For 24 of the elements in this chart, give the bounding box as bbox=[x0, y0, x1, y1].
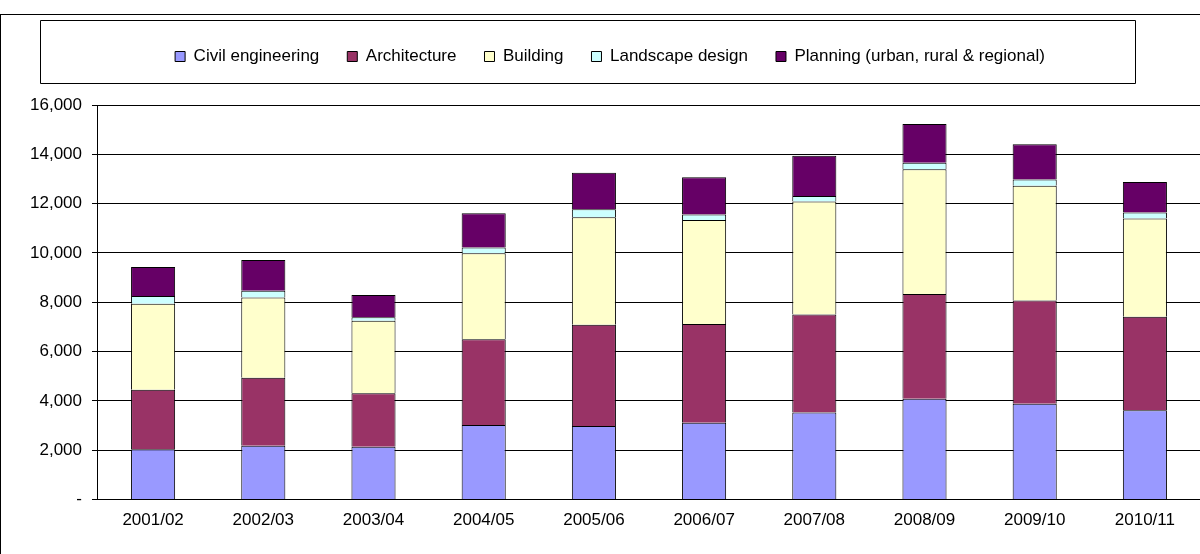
y-tick-label: 6,000 bbox=[39, 341, 82, 361]
x-tick-label: 2001/02 bbox=[122, 510, 184, 530]
legend-label: Architecture bbox=[365, 46, 457, 66]
x-tick-label: 2009/10 bbox=[1003, 510, 1066, 530]
y-tick-label: 8,000 bbox=[39, 291, 82, 311]
x-tick-label: 2004/05 bbox=[452, 510, 515, 530]
x-tick-label: 2010/11 bbox=[1114, 510, 1175, 530]
legend-label: Civil engineering bbox=[193, 46, 320, 66]
y-tick-label: 12,000 bbox=[30, 193, 82, 213]
x-tick-label: 2007/08 bbox=[783, 510, 846, 530]
y-tick-label: 2,000 bbox=[39, 439, 82, 459]
x-tick-label: 2003/04 bbox=[342, 510, 405, 530]
legend-label: Landscape design bbox=[609, 46, 748, 66]
legend-label: Building bbox=[502, 46, 564, 66]
legend-label: Planning (urban, rural & regional) bbox=[794, 46, 1045, 66]
y-tick-label: 10,000 bbox=[30, 242, 82, 262]
y-tick-label: 4,000 bbox=[39, 390, 82, 410]
y-tick-label: 16,000 bbox=[30, 94, 82, 114]
x-tick-label: 2002/03 bbox=[232, 510, 295, 530]
x-tick-label: 2008/09 bbox=[893, 510, 956, 530]
x-tick-label: 2005/06 bbox=[563, 510, 625, 530]
y-tick-label: - bbox=[76, 489, 82, 509]
x-tick-label: 2006/07 bbox=[673, 510, 735, 530]
y-tick-label: 14,000 bbox=[30, 144, 82, 164]
